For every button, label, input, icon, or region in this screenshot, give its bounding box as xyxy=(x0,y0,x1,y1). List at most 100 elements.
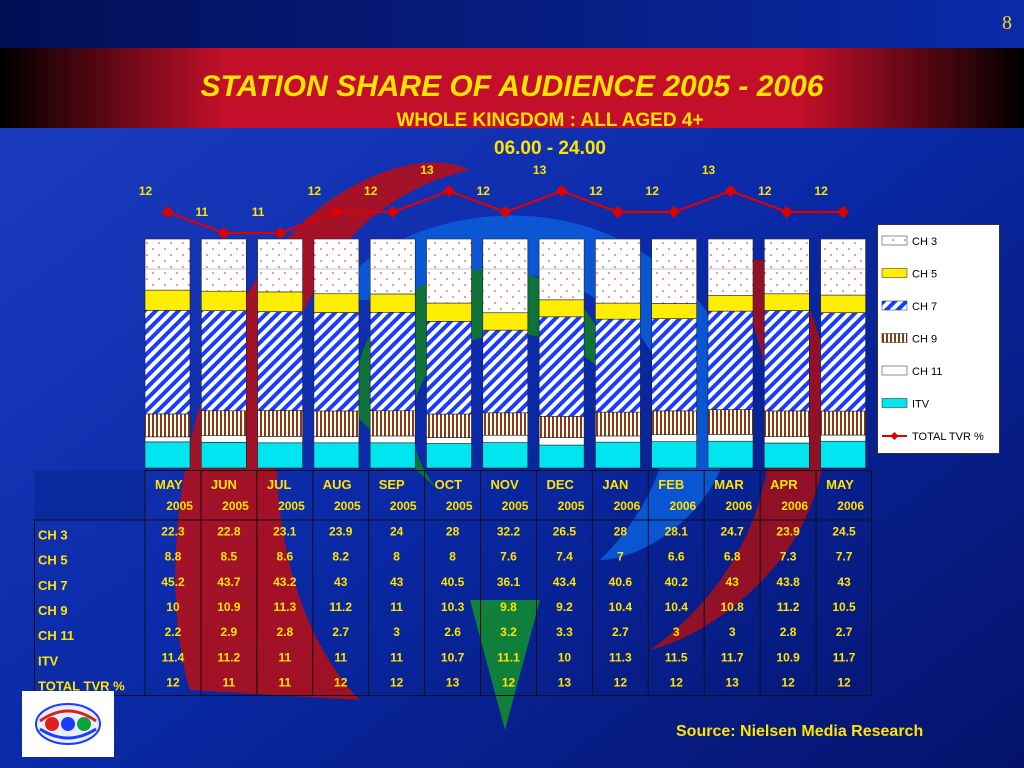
table-cell-ch-5-10: 6.8 xyxy=(724,550,741,564)
bar-ch-3-7 xyxy=(538,238,585,301)
bar-ch-11-3 xyxy=(313,436,360,444)
table-header-month-11: APR xyxy=(770,477,798,492)
table-cell-ch-5-6: 7.6 xyxy=(500,550,517,564)
bar-ch-7-7 xyxy=(538,316,585,417)
bar-ch-3-8 xyxy=(595,238,641,304)
tvr-label-2: 11 xyxy=(252,205,265,219)
table-header-year-1: 2005 xyxy=(222,499,249,513)
source-note: Source: Nielsen Media Research xyxy=(676,723,924,740)
legend: CH 3 CH 5 CH 7 CH 9 CH 11 ITV TOTAL TVR % xyxy=(877,224,1000,454)
tvr-point-11 xyxy=(780,206,793,218)
table-cell-ch-5-2: 8.6 xyxy=(276,550,293,564)
bar-ch-3-10 xyxy=(707,238,754,296)
table-cell-ch-9-6: 9.8 xyxy=(500,600,517,614)
table-header-month-6: NOV xyxy=(491,477,520,492)
bar-ch-5-7 xyxy=(538,299,585,318)
legend-swatch-ch-11 xyxy=(881,365,908,376)
bar-ch-3-3 xyxy=(313,238,360,295)
bar-ch-5-8 xyxy=(595,302,641,320)
bar-ch-7-8 xyxy=(595,318,641,413)
tvr-point-12 xyxy=(837,206,850,218)
bar-ch-7-10 xyxy=(707,310,754,410)
table-cell-ch-9-2: 11.3 xyxy=(273,600,296,614)
table-corner xyxy=(34,470,145,520)
bar-ch-9-6 xyxy=(482,412,529,436)
bar-ch-11-2 xyxy=(257,436,303,444)
bar-ch-11-1 xyxy=(201,435,247,443)
bar-ch-5-6 xyxy=(482,312,529,331)
station-logo xyxy=(22,691,114,757)
table-header-month-7: DEC xyxy=(546,477,574,492)
bar-ch-7-12 xyxy=(820,312,866,412)
tvr-label-3: 12 xyxy=(308,184,322,198)
bar-ch-7-4 xyxy=(369,311,416,412)
tvr-point-2 xyxy=(274,227,287,239)
tvr-label-7: 13 xyxy=(533,163,547,177)
bar-itv-3 xyxy=(313,442,360,469)
bar-ch-9-10 xyxy=(707,409,754,435)
table-cell-ch-9-11: 11.2 xyxy=(777,600,800,614)
bar-ch-3-1 xyxy=(201,238,247,292)
table-cell-total-tvr-9: 12 xyxy=(670,675,684,689)
table-cell-ch-5-5: 8 xyxy=(449,550,456,564)
legend-label-ch-11: CH 11 xyxy=(912,366,942,378)
table-cell-ch-7-1: 43.7 xyxy=(217,575,241,589)
table-cell-ch-9-1: 10.9 xyxy=(217,600,241,614)
table-cell-itv-2: 11 xyxy=(278,650,291,664)
table-cell-ch-3-5: 28 xyxy=(446,525,460,539)
table-cell-total-tvr-0: 12 xyxy=(166,675,180,689)
table-cell-total-tvr-1: 11 xyxy=(223,675,236,689)
bar-ch-11-10 xyxy=(707,434,754,442)
table-header-month-0: MAY xyxy=(155,477,183,492)
bar-itv-10 xyxy=(707,440,754,469)
bar-ch-9-7 xyxy=(538,416,585,438)
bar-ch-9-11 xyxy=(763,410,810,437)
table-cell-total-tvr-7: 13 xyxy=(558,675,572,689)
time-band-label: 06.00 - 24.00 xyxy=(494,138,606,159)
tvr-point-1 xyxy=(217,227,230,239)
table-cell-ch-7-12: 43 xyxy=(837,575,851,589)
table-cell-ch-11-6: 3.2 xyxy=(500,625,517,639)
table-cell-ch-5-3: 8.2 xyxy=(332,550,349,564)
bar-ch-3-9 xyxy=(651,238,698,304)
legend-swatch-ch-3 xyxy=(881,235,908,246)
table-cell-ch-7-5: 40.5 xyxy=(441,575,465,589)
bar-ch-5-5 xyxy=(426,302,472,322)
bar-ch-5-3 xyxy=(313,293,360,313)
tvr-line-group: 12 11 11 12 12 13 12 13 12 12 13 12 12 xyxy=(139,163,850,239)
bar-itv-2 xyxy=(257,442,303,469)
tvr-label-4: 12 xyxy=(364,184,378,198)
bar-ch-5-12 xyxy=(820,294,866,313)
table-cell-total-tvr-5: 13 xyxy=(446,675,460,689)
tvr-point-5 xyxy=(443,185,455,197)
table-header-year-9: 2006 xyxy=(670,499,697,513)
bar-itv-1 xyxy=(201,442,247,469)
table-cell-ch-3-3: 23.9 xyxy=(329,525,353,539)
legend-label-total-tvr: TOTAL TVR % xyxy=(912,431,984,443)
table-header-month-2: JUL xyxy=(267,477,292,492)
table-cell-total-tvr-12: 12 xyxy=(837,675,851,689)
bar-itv-6 xyxy=(482,442,529,469)
table-cell-total-tvr-6: 12 xyxy=(502,675,516,689)
bar-ch-11-11 xyxy=(763,436,810,444)
table-cell-ch-5-1: 8.5 xyxy=(221,550,238,564)
table-cell-itv-10: 11.7 xyxy=(721,650,744,664)
tvr-point-4 xyxy=(386,206,399,218)
bar-itv-11 xyxy=(763,442,810,469)
table-cell-ch-7-3: 43 xyxy=(334,575,348,589)
table-header-year-0: 2005 xyxy=(166,499,193,513)
table-header-year-6: 2005 xyxy=(502,499,529,513)
bar-ch-11-5 xyxy=(426,437,472,444)
bar-ch-7-11 xyxy=(763,310,810,412)
tvr-point-3 xyxy=(330,206,343,218)
bar-ch-7-9 xyxy=(651,318,698,412)
legend-swatch-ch-9 xyxy=(881,333,908,343)
bar-ch-9-4 xyxy=(369,410,416,437)
table-cell-ch-11-12: 2.7 xyxy=(836,625,853,639)
table-row-label-ch-3: CH 3 xyxy=(38,528,68,543)
legend-swatch-ch-5 xyxy=(881,268,908,278)
table-cell-ch-11-0: 2.2 xyxy=(165,625,182,639)
table-header-year-5: 2005 xyxy=(446,499,473,513)
bar-group xyxy=(144,238,866,469)
